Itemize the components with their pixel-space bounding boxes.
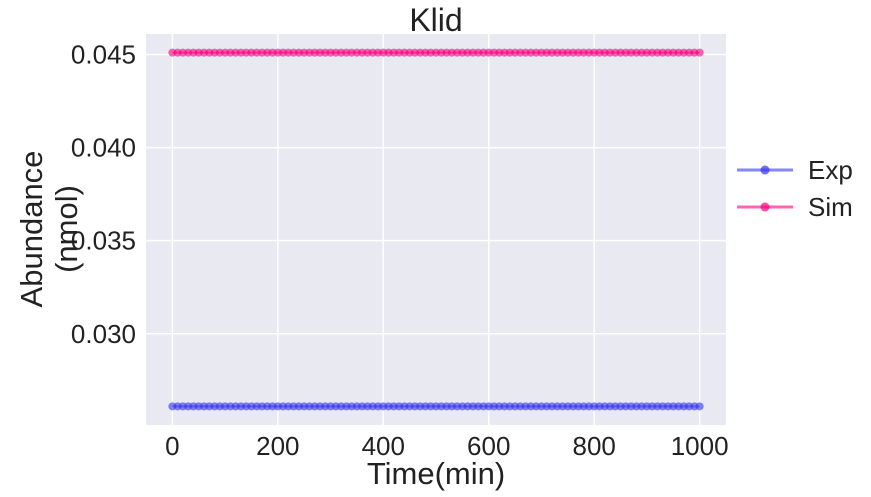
x-tick-label: 400 — [362, 431, 405, 461]
legend-sim-marker — [760, 202, 770, 212]
legend-item-sim: Sim — [737, 192, 853, 222]
x-tick-label: 1000 — [671, 431, 729, 461]
y-tick-label: 0.030 — [71, 319, 136, 349]
y-axis-label-line-1: Abundance — [14, 151, 49, 308]
data-point — [695, 48, 704, 57]
x-tick-label: 200 — [256, 431, 299, 461]
y-axis-ticks: 0.030 0.035 0.040 0.045 — [71, 39, 136, 348]
plot-area — [146, 34, 726, 425]
chart-title: Klid — [409, 2, 462, 38]
series-layer — [168, 48, 704, 411]
legend-item-exp: Exp — [737, 155, 853, 185]
legend-sim-label: Sim — [808, 192, 853, 222]
y-tick-label: 0.035 — [71, 226, 136, 256]
y-tick-label: 0.040 — [71, 133, 136, 163]
series-sim — [168, 48, 704, 57]
x-tick-label: 600 — [467, 431, 510, 461]
y-axis-label: Abundance (nmol) — [14, 151, 84, 308]
x-axis-label: Time(min) — [367, 456, 505, 491]
legend-exp-marker — [760, 165, 770, 175]
data-point — [695, 402, 704, 411]
legend: Exp Sim — [737, 155, 853, 222]
x-tick-label: 800 — [572, 431, 615, 461]
x-axis-ticks: 0 200 400 600 800 1000 — [165, 431, 728, 461]
y-axis-label-line-2: (nmol) — [49, 185, 84, 273]
series-exp — [168, 402, 704, 411]
y-tick-label: 0.045 — [71, 39, 136, 69]
x-tick-label: 0 — [165, 431, 179, 461]
legend-exp-label: Exp — [808, 155, 853, 185]
